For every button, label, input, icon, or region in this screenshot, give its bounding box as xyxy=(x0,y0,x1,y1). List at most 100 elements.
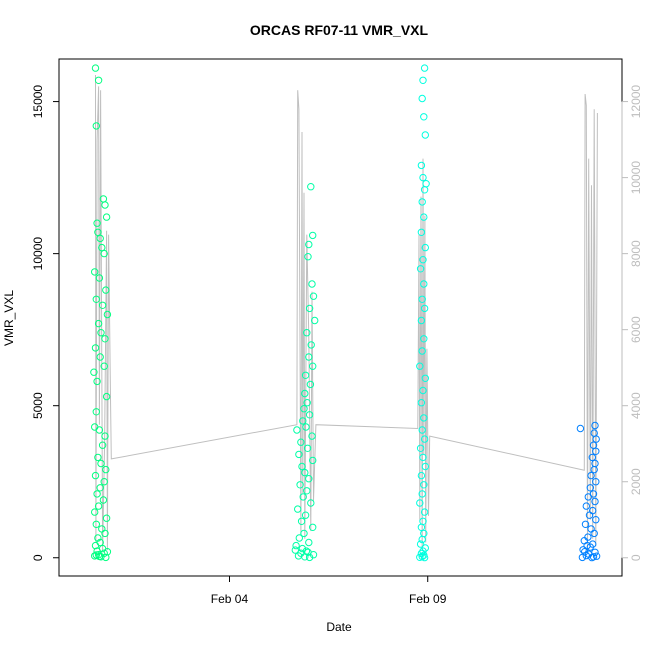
right-axis-series-layer xyxy=(95,74,598,551)
x-axis-label: Date xyxy=(326,620,352,634)
data-point xyxy=(581,548,589,556)
data-point xyxy=(591,421,599,430)
data-point xyxy=(586,484,594,492)
data-point xyxy=(418,535,426,544)
data-point xyxy=(418,94,426,103)
data-point xyxy=(100,362,108,370)
data-point xyxy=(93,219,101,227)
data-point xyxy=(592,552,601,560)
data-point xyxy=(94,76,103,85)
data-point xyxy=(579,546,587,554)
data-point xyxy=(308,432,316,440)
data-point xyxy=(307,499,315,507)
data-point xyxy=(309,292,318,300)
data-point xyxy=(301,371,310,379)
data-point xyxy=(296,481,304,489)
data-point xyxy=(417,523,426,531)
data-point xyxy=(93,490,101,498)
data-point xyxy=(304,253,312,261)
data-point xyxy=(416,362,424,370)
y-tick-label: 5000 xyxy=(31,392,45,419)
data-point xyxy=(94,228,102,237)
data-point xyxy=(420,64,429,72)
data-point xyxy=(305,411,314,419)
data-point xyxy=(418,295,426,303)
data-point xyxy=(91,541,100,550)
y-tick-label: 10000 xyxy=(31,237,45,271)
data-point xyxy=(101,529,109,538)
y-tick-label: 15000 xyxy=(31,85,45,119)
data-point xyxy=(307,183,315,191)
chart-title: ORCAS RF07-11 VMR_VXL xyxy=(250,22,429,38)
data-point xyxy=(101,432,109,440)
data-point xyxy=(416,444,425,452)
data-point xyxy=(91,508,99,516)
points-layer xyxy=(90,64,601,562)
data-point xyxy=(420,280,428,288)
y2-tick-label: 8000 xyxy=(629,240,643,267)
data-point xyxy=(292,541,300,550)
data-point xyxy=(101,201,109,209)
data-point xyxy=(96,234,104,243)
data-point xyxy=(420,481,428,489)
data-point xyxy=(297,438,305,446)
right-axis-series-line xyxy=(95,74,598,551)
data-point xyxy=(309,456,317,465)
data-point xyxy=(587,525,595,533)
data-point xyxy=(291,546,299,554)
data-point xyxy=(305,475,313,483)
data-point xyxy=(102,514,111,522)
data-point xyxy=(98,301,107,309)
data-point xyxy=(592,516,600,524)
data-point xyxy=(305,553,314,562)
data-point xyxy=(92,295,101,303)
data-point xyxy=(417,399,426,407)
y2-tick-label: 4000 xyxy=(629,392,643,419)
data-point xyxy=(299,493,307,501)
data-point xyxy=(421,462,429,471)
y2-tick-label: 0 xyxy=(629,554,643,561)
data-point xyxy=(307,341,315,349)
y-axis-left: 0 5000 10000 15000 xyxy=(31,85,60,561)
data-point xyxy=(95,552,104,561)
data-point xyxy=(590,529,598,538)
data-point xyxy=(419,76,427,85)
data-point xyxy=(299,417,307,425)
data-point xyxy=(97,329,105,337)
data-point xyxy=(92,122,101,130)
data-point xyxy=(98,525,106,533)
data-point xyxy=(103,548,112,556)
data-point xyxy=(420,335,428,343)
data-point xyxy=(94,502,103,510)
data-point xyxy=(101,335,109,343)
data-point xyxy=(309,362,317,370)
data-point xyxy=(416,540,425,548)
data-point xyxy=(420,508,429,516)
data-point xyxy=(416,265,425,273)
data-point xyxy=(96,484,104,492)
data-point xyxy=(419,453,427,462)
data-point xyxy=(305,353,313,361)
data-point xyxy=(91,344,100,352)
data-point xyxy=(302,423,310,431)
data-point xyxy=(97,459,105,468)
data-point xyxy=(592,447,600,455)
data-point xyxy=(592,478,600,486)
data-point xyxy=(587,471,595,480)
y2-tick-label: 2000 xyxy=(629,468,643,495)
data-point xyxy=(420,435,429,443)
data-point xyxy=(303,329,311,337)
data-point xyxy=(92,520,101,528)
data-point xyxy=(93,377,101,386)
data-point xyxy=(91,268,99,276)
data-point xyxy=(102,213,111,221)
plot-frame xyxy=(58,58,623,577)
data-point xyxy=(588,553,596,562)
data-point xyxy=(95,274,104,282)
data-point xyxy=(300,405,308,413)
data-point xyxy=(306,380,315,389)
y-axis-label: VMR_VXL xyxy=(2,290,16,346)
data-point xyxy=(419,256,427,264)
data-point xyxy=(94,319,103,328)
